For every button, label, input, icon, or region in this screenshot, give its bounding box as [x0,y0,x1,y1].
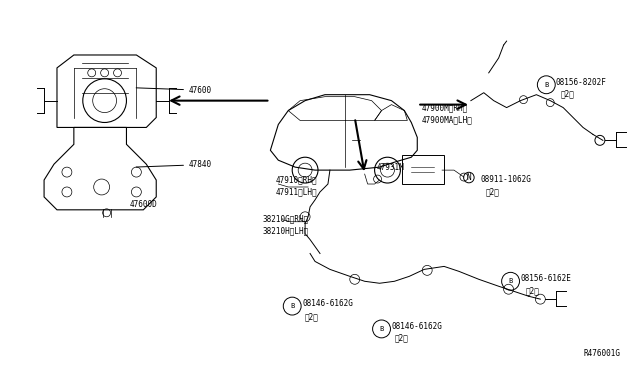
Text: （2）: （2） [394,334,408,343]
Text: 47600: 47600 [136,86,212,95]
Text: （2）: （2） [560,90,574,99]
Text: 38210G（RH）: 38210G（RH） [262,215,308,224]
Text: 08156-6162E: 08156-6162E [520,274,572,283]
Text: B: B [380,326,383,332]
Text: 47900M（RH）: 47900M（RH） [421,103,467,113]
Text: 47840: 47840 [136,160,212,169]
Text: 08156-8202F: 08156-8202F [556,78,606,87]
Text: 47911（LH）: 47911（LH） [275,187,317,196]
Text: B: B [508,278,513,284]
Text: 47931M: 47931M [376,163,404,172]
Text: 08911-1062G: 08911-1062G [481,175,532,184]
Text: 47910（RH）: 47910（RH） [275,175,317,184]
Text: （2）: （2） [305,312,319,321]
Text: B: B [544,82,548,88]
Text: B: B [290,303,294,309]
Text: 08146-6162G: 08146-6162G [302,299,353,308]
Text: （2）: （2） [525,286,540,295]
Text: （2）: （2） [486,187,500,196]
Text: N: N [467,173,471,182]
Text: 47900MA（LH）: 47900MA（LH） [421,115,472,125]
Text: 08146-6162G: 08146-6162G [392,322,442,331]
Text: 47600D: 47600D [129,200,157,209]
Text: 38210H（LH）: 38210H（LH） [262,227,308,235]
Text: R476001G: R476001G [583,349,620,358]
